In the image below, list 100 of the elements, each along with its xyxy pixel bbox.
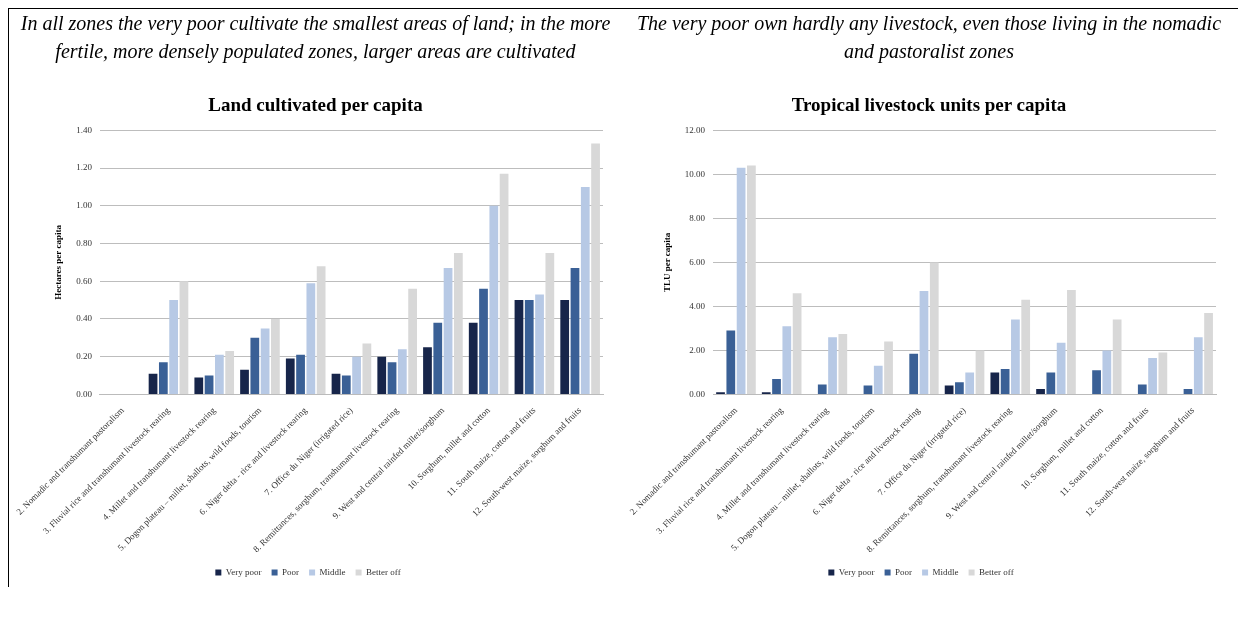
y-tick-label: 0.80	[76, 237, 93, 248]
bar	[423, 347, 432, 394]
bar	[955, 382, 964, 394]
y-tick-label: 0.00	[76, 388, 93, 399]
bar	[194, 377, 204, 394]
bar	[1204, 312, 1213, 394]
bar	[260, 328, 270, 394]
y-tick-label: 4.00	[689, 300, 706, 311]
bar	[1000, 369, 1010, 394]
bar	[1183, 388, 1193, 394]
bar	[225, 351, 235, 394]
bar	[1102, 350, 1112, 394]
bar	[524, 300, 534, 394]
chart-subtitle: The very poor own hardly any livestock, even those living in the nomadic and pastoralist zones	[635, 11, 1223, 65]
bar	[408, 288, 417, 394]
bar	[919, 290, 929, 394]
bar	[215, 354, 224, 394]
bar	[873, 365, 883, 394]
y-tick-label: 1.20	[76, 162, 93, 173]
bar	[990, 372, 1000, 394]
bar	[772, 378, 781, 394]
y-tick-label: 0.20	[76, 351, 93, 362]
bar	[377, 356, 387, 394]
legend-label: Very poor	[225, 566, 262, 577]
y-tick-label: 1.00	[76, 200, 93, 211]
bar	[929, 262, 939, 394]
y-axis-title: Hectares per capita	[53, 224, 64, 300]
chart-title: Tropical livestock units per capita	[790, 93, 1068, 117]
bar	[169, 300, 179, 394]
bar	[179, 281, 189, 394]
bar	[535, 294, 544, 394]
legend-label: Middle	[932, 566, 959, 577]
legend-label: Very poor	[838, 566, 875, 577]
bar	[296, 354, 305, 394]
bar	[1011, 319, 1020, 394]
bar	[387, 362, 397, 394]
bar	[306, 283, 316, 394]
bar	[560, 300, 570, 394]
bar	[514, 300, 524, 394]
bar	[250, 337, 260, 394]
bar	[1056, 342, 1066, 394]
bar	[240, 369, 249, 394]
y-tick-label: 8.00	[689, 212, 706, 223]
legend-label: Poor	[282, 566, 300, 577]
bar	[443, 268, 453, 394]
bar	[1021, 299, 1031, 394]
y-tick-label: 0.60	[76, 275, 93, 286]
bar	[1193, 337, 1203, 394]
bar	[1112, 319, 1122, 394]
bar	[580, 186, 590, 394]
legend-label: Better off	[979, 566, 1014, 577]
y-tick-label: 1.40	[76, 124, 93, 135]
y-tick-label: 6.00	[689, 256, 706, 267]
bar	[828, 337, 837, 394]
bar	[397, 349, 407, 394]
bar	[148, 373, 158, 394]
bar	[1046, 372, 1056, 394]
bar	[838, 333, 848, 394]
bar	[884, 341, 893, 394]
y-axis-title: TLU per capita	[661, 232, 672, 293]
legend-label: Better off	[366, 566, 401, 577]
y-tick-label: 12.00	[684, 124, 706, 135]
bar	[453, 252, 463, 394]
bar	[499, 173, 509, 394]
bar	[965, 372, 975, 394]
bar	[792, 293, 802, 394]
bar	[545, 252, 555, 394]
bar	[271, 318, 280, 394]
bar	[570, 268, 580, 394]
bar	[352, 356, 361, 394]
bar	[975, 350, 985, 394]
bar	[736, 167, 746, 394]
bar	[1148, 358, 1157, 394]
bar	[817, 384, 827, 394]
bar	[782, 326, 792, 394]
bar	[747, 165, 756, 394]
chart-subtitle: In all zones the very poor cultivate the smallest areas of land; in the more fertile, more densely populated zones, larger areas are cultivated	[19, 11, 612, 65]
bar	[341, 375, 351, 394]
bar	[158, 362, 168, 394]
bar	[1067, 289, 1076, 394]
bar	[909, 353, 919, 394]
bar	[591, 143, 600, 394]
chart-title: Land cultivated per capita	[207, 93, 424, 117]
bar	[1036, 388, 1045, 394]
y-tick-label: 10.00	[684, 168, 706, 179]
bar	[285, 358, 295, 394]
bar	[331, 373, 341, 394]
bar	[489, 205, 499, 394]
y-tick-label: 2.00	[689, 344, 706, 355]
y-tick-label: 0.00	[689, 388, 706, 399]
bar	[479, 288, 488, 394]
bar	[1158, 352, 1168, 394]
bar	[1092, 370, 1101, 394]
bar	[468, 322, 478, 394]
legend-label: Middle	[319, 566, 346, 577]
bar	[726, 330, 736, 394]
y-tick-label: 0.40	[76, 313, 93, 324]
bar	[433, 322, 443, 394]
bar	[316, 266, 326, 394]
bar	[362, 343, 372, 394]
